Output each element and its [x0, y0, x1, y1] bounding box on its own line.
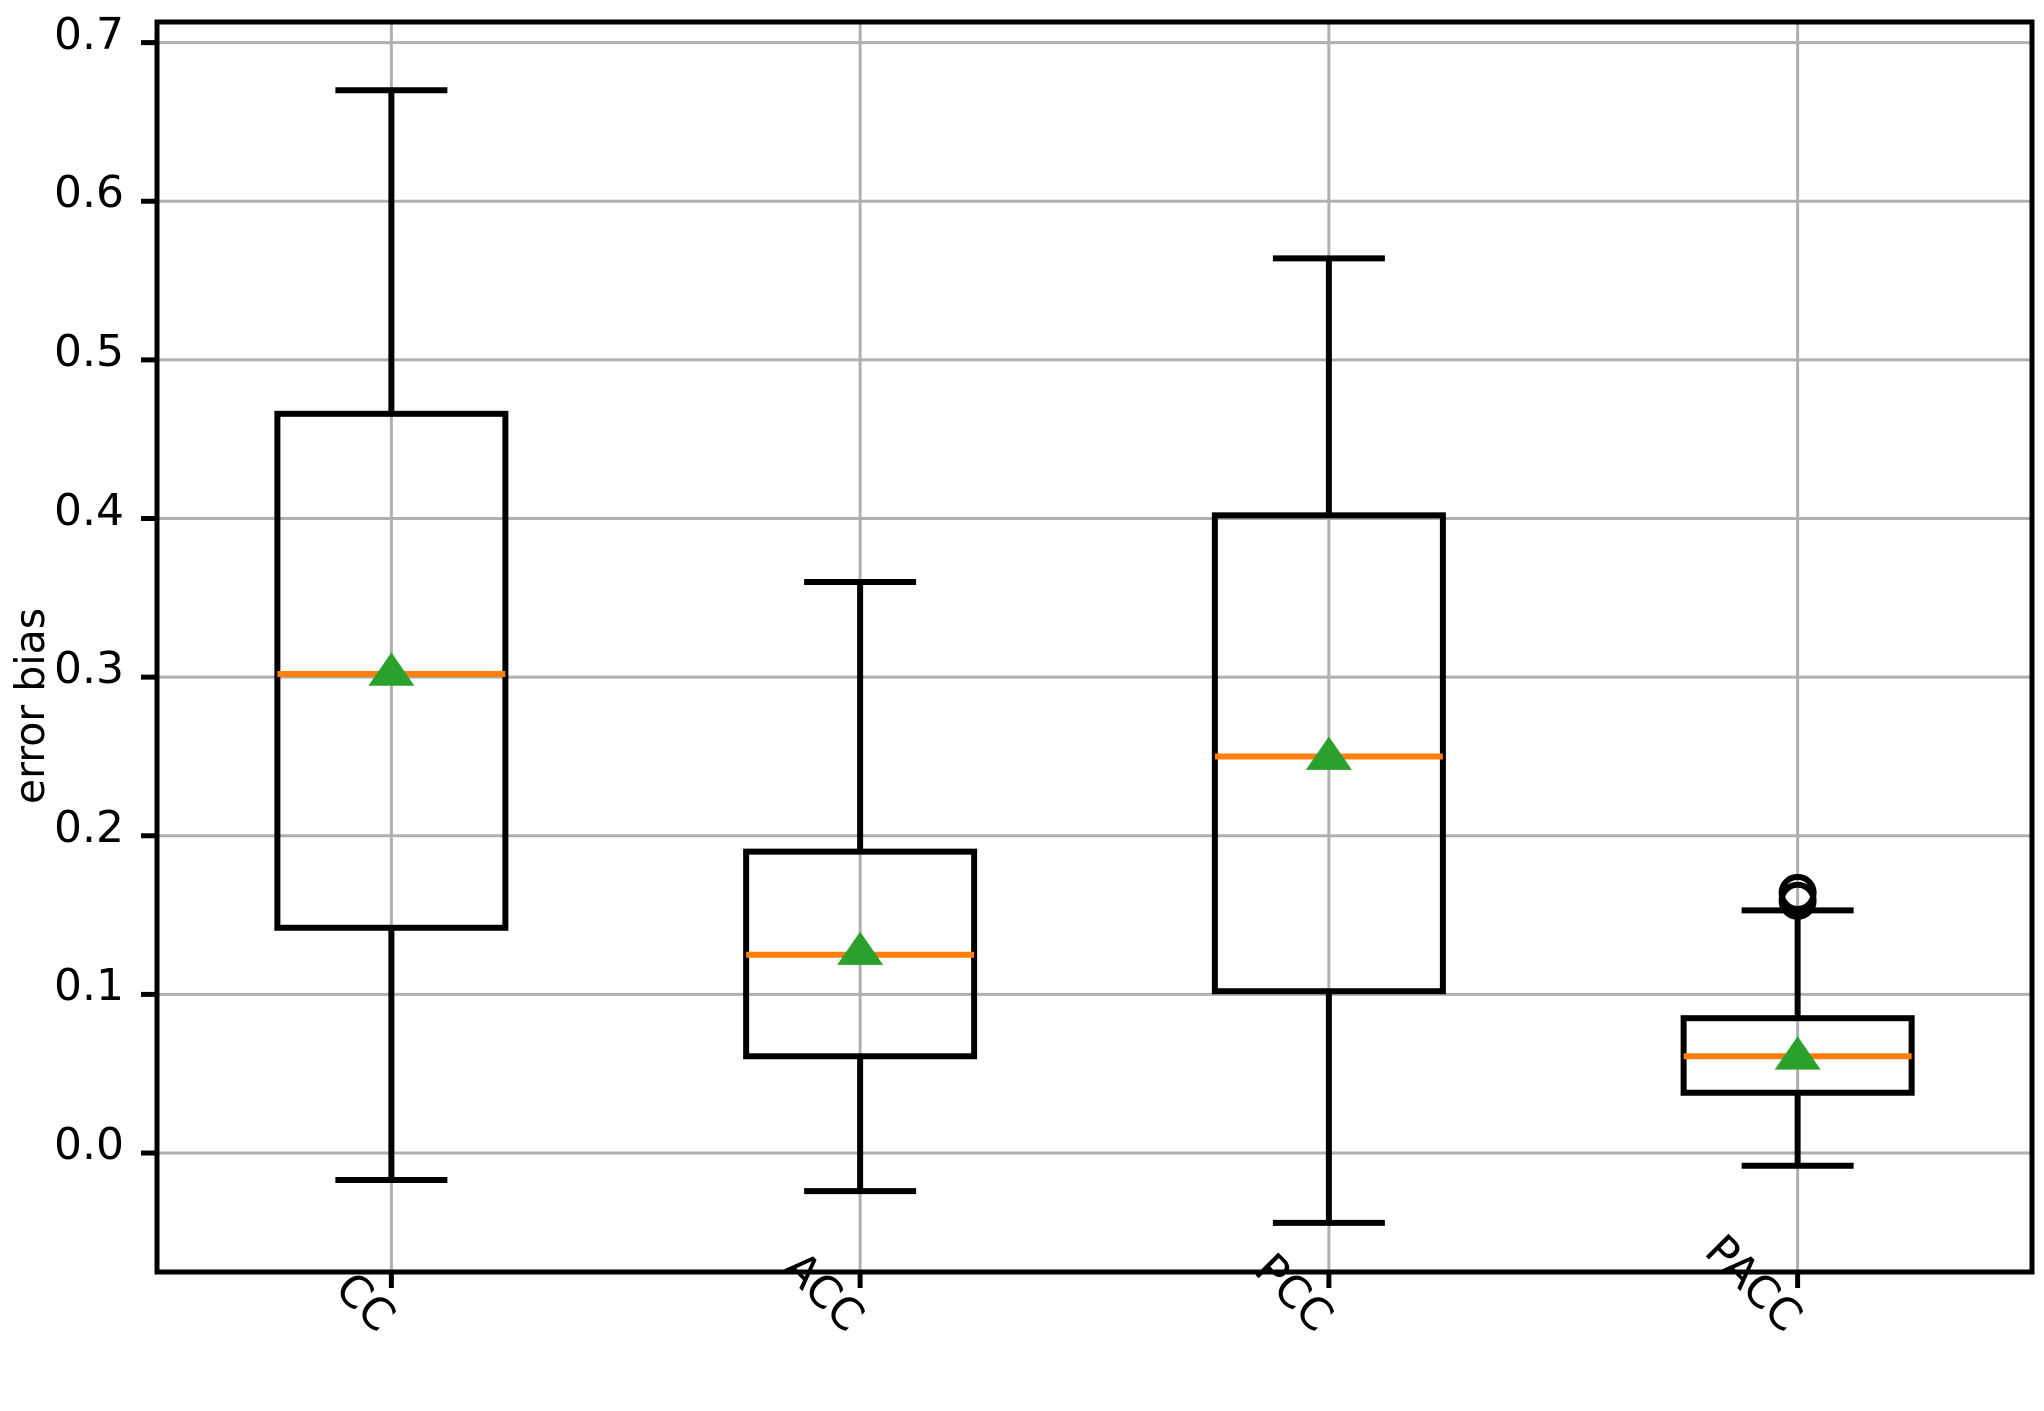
axis-ticks-group — [141, 40, 1801, 1288]
y-axis-tick-label: 0.6 — [54, 167, 124, 219]
boxplot-item — [743, 578, 978, 1195]
y-axis-tick-label: 0.7 — [54, 8, 124, 60]
y-axis-tick-label: 0.4 — [54, 484, 124, 536]
outlier-point — [1778, 873, 1817, 912]
y-axis-tick-labels: 0.7 0.6 0.5 0.4 0.3 0.2 0.1 0.0 — [0, 0, 140, 1411]
mean-marker — [1774, 1036, 1821, 1070]
gridlines-group — [157, 22, 2032, 1272]
mean-marker — [1305, 736, 1352, 770]
mean-marker — [837, 931, 884, 965]
axes-spines — [154, 19, 2035, 1275]
boxplot-item — [1211, 255, 1446, 1226]
box-iqr — [274, 410, 509, 931]
mean-marker — [368, 652, 415, 686]
y-axis-tick-label: 0.1 — [54, 960, 124, 1012]
boxplot-item — [1680, 873, 1915, 1169]
y-axis-tick-label: 0.3 — [54, 643, 124, 695]
boxplot-item — [274, 87, 509, 1183]
y-axis-tick-label: 0.0 — [54, 1119, 124, 1171]
axes-frame — [154, 19, 2035, 1275]
y-axis-tick-label: 0.2 — [54, 801, 124, 853]
box-iqr — [1211, 512, 1446, 995]
boxes-group — [274, 87, 1915, 1226]
y-axis-tick-label: 0.5 — [54, 325, 124, 377]
